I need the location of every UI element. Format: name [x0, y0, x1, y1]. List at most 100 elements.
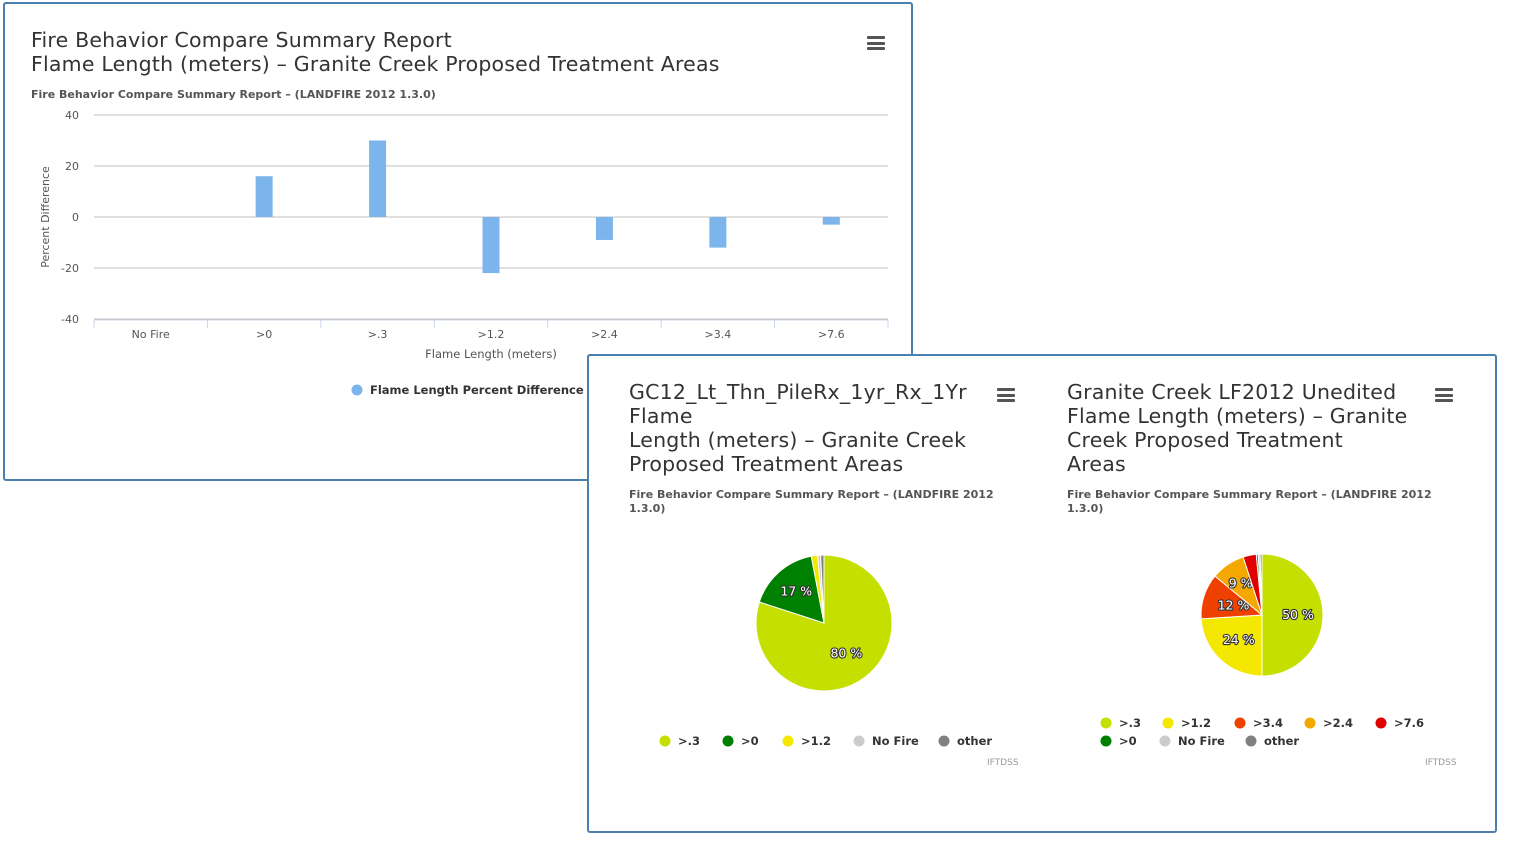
right-pie-hamburger-menu-icon[interactable] — [1435, 388, 1453, 402]
pie-legend-item[interactable]: No Fire — [1159, 734, 1225, 748]
legend-label: >1.2 — [801, 734, 831, 748]
legend-label: >2.4 — [1323, 716, 1353, 730]
x-tick-label: >0 — [256, 328, 272, 341]
y-tick-label: 0 — [72, 211, 79, 224]
pie-data-label: 12 % — [1218, 598, 1250, 613]
left-pie-hamburger-menu-icon[interactable] — [997, 388, 1015, 402]
legend-marker — [1100, 717, 1112, 729]
pie-slice[interactable] — [1200, 614, 1263, 677]
legend-marker — [1245, 735, 1257, 747]
legend-label: >7.6 — [1394, 716, 1424, 730]
left-pie-subtitle-line1: Fire Behavior Compare Summary Report – (… — [629, 488, 994, 501]
right-pie-title-line4: Areas — [1067, 452, 1126, 476]
right-pie-title: Granite Creek LF2012 Unedited Flame Leng… — [1067, 380, 1407, 476]
legend-marker — [782, 735, 794, 747]
legend-marker — [1375, 717, 1387, 729]
bar-chart-title-line1: Fire Behavior Compare Summary Report — [31, 28, 452, 52]
bar[interactable] — [482, 217, 500, 274]
y-tick-label: 40 — [65, 109, 79, 122]
legend-marker — [1234, 717, 1246, 729]
pie-data-label: 50 % — [1282, 607, 1314, 622]
pie-charts-panel: GC12_Lt_Thn_PileRx_1yr_Rx_1Yr Flame Leng… — [587, 354, 1497, 833]
legend-label: >.3 — [678, 734, 700, 748]
bar-chart-panel: Fire Behavior Compare Summary Report Fla… — [3, 2, 913, 481]
left-pie-credit[interactable]: IFTDSS — [987, 758, 1019, 768]
bar-chart-plot: 40 20 0 -20 -40 No Fire >0 >.3 >1.2 >2.4 >3.4 >7.6 F… — [39, 109, 889, 397]
pie-legend-item[interactable]: >.3 — [659, 734, 701, 748]
y-tick-label: 20 — [65, 160, 79, 173]
bar-chart-title-line2: Flame Length (meters) – Granite Creek Pr… — [31, 52, 720, 76]
pie-data-label: 80 % — [830, 646, 862, 661]
bar-chart-title: Fire Behavior Compare Summary Report Fla… — [31, 28, 720, 76]
pie-legend-item[interactable]: >1.2 — [782, 734, 832, 748]
pie-data-label: 17 % — [780, 583, 812, 598]
y-tick-label: -40 — [61, 313, 79, 326]
x-tick-label: >.3 — [368, 328, 388, 341]
hamburger-menu-icon[interactable] — [867, 36, 885, 50]
right-pie-credit[interactable]: IFTDSS — [1425, 758, 1457, 768]
legend-label: Flame Length Percent Difference — [370, 383, 584, 397]
pie-slice[interactable] — [1259, 553, 1263, 616]
bar[interactable] — [255, 176, 273, 217]
legend-label: >0 — [1119, 734, 1137, 748]
left-pie-subtitle-line2: 1.3.0) — [629, 502, 666, 515]
legend-marker — [1162, 717, 1174, 729]
left-pie-title-line1: GC12_Lt_Thn_PileRx_1yr_Rx_1Yr — [629, 380, 967, 404]
x-tick-label: >2.4 — [591, 328, 618, 341]
legend-label: >0 — [741, 734, 759, 748]
x-tick-label: No Fire — [132, 328, 170, 341]
pie-legend-item[interactable]: >1.2 — [1162, 716, 1212, 730]
pie-data-label: 24 % — [1223, 632, 1255, 647]
legend-marker — [351, 384, 363, 396]
bar-legend-item[interactable]: Flame Length Percent Difference — [351, 383, 584, 397]
legend-label: No Fire — [1178, 734, 1225, 748]
pie-data-label: 9 % — [1229, 576, 1253, 591]
pie-legend-item[interactable]: other — [1245, 734, 1300, 748]
right-pie-subtitle-line2: 1.3.0) — [1067, 502, 1104, 515]
pie-slice[interactable] — [1261, 553, 1324, 677]
right-pie-subtitle: Fire Behavior Compare Summary Report – (… — [1067, 488, 1432, 516]
left-pie-title-line2: Flame — [629, 404, 693, 428]
bar[interactable] — [822, 217, 840, 225]
right-pie-title-line3: Creek Proposed Treatment — [1067, 428, 1343, 452]
pie-slice[interactable] — [755, 554, 893, 692]
pie-legend-item[interactable]: >3.4 — [1234, 716, 1284, 730]
legend-marker — [659, 735, 671, 747]
pie-legend-item[interactable]: No Fire — [853, 734, 919, 748]
left-pie-title-line4: Proposed Treatment Areas — [629, 452, 904, 476]
right-pie-title-line1: Granite Creek LF2012 Unedited — [1067, 380, 1397, 404]
pie-legend-item[interactable]: >2.4 — [1304, 716, 1354, 730]
bar[interactable] — [369, 140, 387, 218]
x-tick-label: >3.4 — [704, 328, 731, 341]
bar[interactable] — [709, 217, 727, 248]
pie-legend-item[interactable]: >0 — [1100, 734, 1137, 748]
y-axis-title: Percent Difference — [39, 166, 52, 268]
legend-label: >3.4 — [1253, 716, 1283, 730]
pie-legend-item[interactable]: other — [938, 734, 993, 748]
legend-label: other — [1264, 734, 1299, 748]
x-tick-label: >1.2 — [478, 328, 505, 341]
bar-chart-subtitle: Fire Behavior Compare Summary Report – (… — [31, 88, 436, 101]
legend-label: other — [957, 734, 992, 748]
legend-marker — [1304, 717, 1316, 729]
legend-marker — [938, 735, 950, 747]
pie-charts-plot: 80 % 17 % >.3 >0 >1.2 No Fire other 50 % 24 % 12 … — [659, 553, 1425, 748]
pie-legend-item[interactable]: >.3 — [1100, 716, 1142, 730]
legend-marker — [853, 735, 865, 747]
right-pie-subtitle-line1: Fire Behavior Compare Summary Report – (… — [1067, 488, 1432, 501]
left-pie-subtitle: Fire Behavior Compare Summary Report – (… — [629, 488, 994, 516]
x-axis-title: Flame Length (meters) — [425, 347, 557, 361]
legend-marker — [1159, 735, 1171, 747]
pie-legend-item[interactable]: >7.6 — [1375, 716, 1425, 730]
legend-label: >.3 — [1119, 716, 1141, 730]
y-tick-label: -20 — [61, 262, 79, 275]
pie-legend-item[interactable]: >0 — [722, 734, 759, 748]
bar[interactable] — [595, 217, 613, 240]
legend-label: >1.2 — [1181, 716, 1211, 730]
pie-slice[interactable] — [820, 554, 825, 624]
legend-label: No Fire — [872, 734, 919, 748]
left-pie-title: GC12_Lt_Thn_PileRx_1yr_Rx_1Yr Flame Leng… — [629, 380, 967, 476]
pie-slice[interactable] — [758, 555, 825, 624]
legend-marker — [722, 735, 734, 747]
right-pie-title-line2: Flame Length (meters) – Granite — [1067, 404, 1408, 428]
